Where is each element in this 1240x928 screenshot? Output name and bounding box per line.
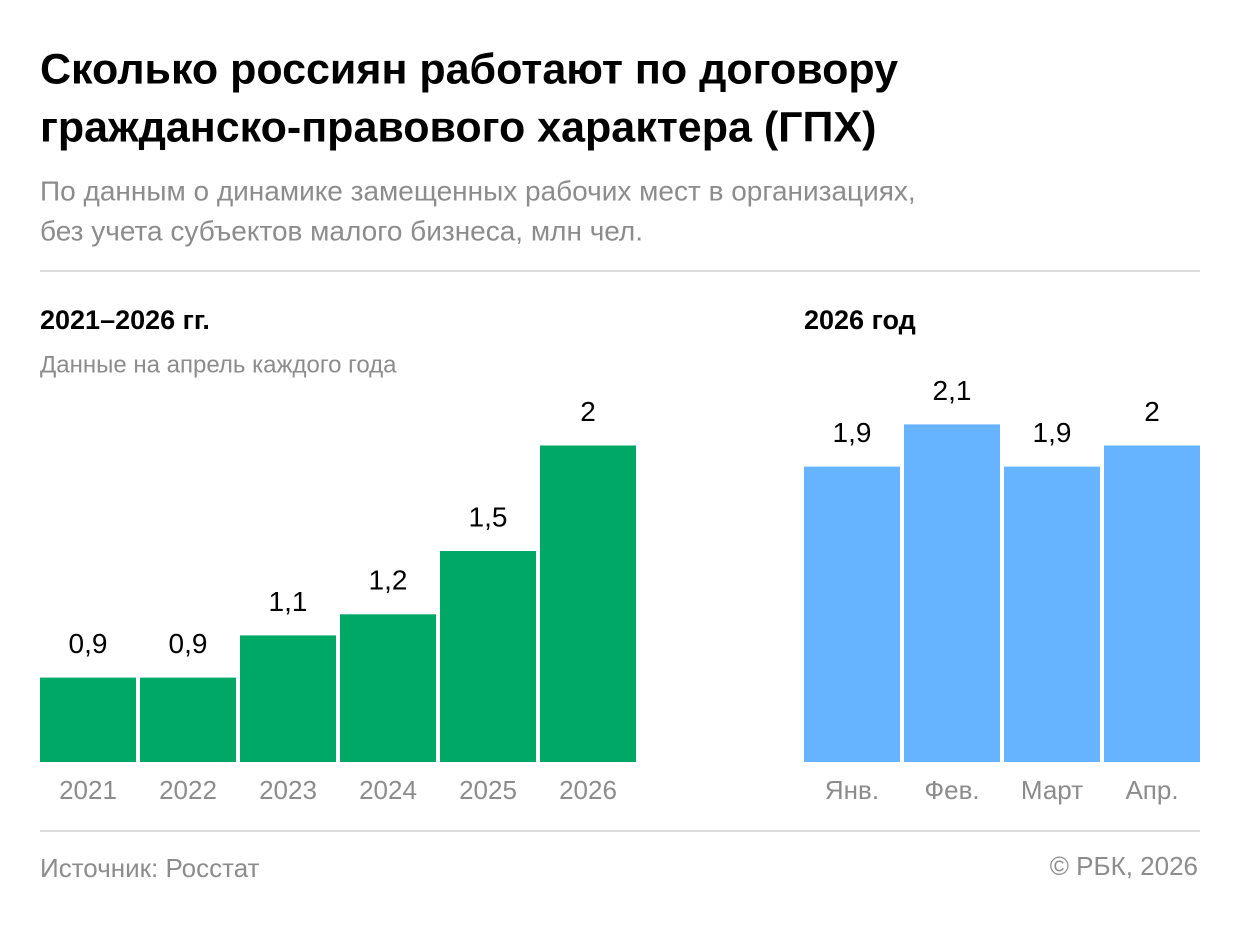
bar: [540, 445, 636, 762]
x-tick-label: 2024: [359, 775, 417, 805]
x-tick-label: Янв.: [825, 775, 879, 805]
chart-title: 2021–2026 гг.: [40, 305, 210, 335]
bar: [1004, 466, 1100, 762]
x-tick-label: Март: [1021, 775, 1083, 805]
bar: [1104, 445, 1200, 762]
x-tick-label: 2026: [559, 775, 617, 805]
x-tick-label: 2022: [159, 775, 217, 805]
value-label: 1,1: [269, 586, 308, 617]
value-label: 0,9: [169, 628, 208, 659]
value-label: 2: [580, 396, 596, 427]
value-label: 2,1: [933, 375, 972, 406]
x-tick-label: 2025: [459, 775, 517, 805]
title-line: Сколько россиян работают по договору: [40, 45, 898, 93]
bar: [904, 424, 1000, 762]
chart-subtitle: Данные на апрель каждого года: [40, 351, 397, 378]
subtitle-line: По данным о динамике замещенных рабочих …: [40, 175, 916, 206]
x-tick-label: 2021: [59, 775, 117, 805]
copyright: © РБК, 2026: [1050, 851, 1198, 881]
bar: [40, 677, 136, 762]
x-tick-label: Апр.: [1125, 775, 1178, 805]
bar: [240, 635, 336, 762]
bar: [440, 551, 536, 762]
subtitle-line: без учета субъектов малого бизнеса, млн …: [40, 215, 643, 246]
title-line: гражданско-правового характера (ГПХ): [40, 103, 876, 151]
x-tick-label: 2023: [259, 775, 317, 805]
source: Источник: Росстат: [40, 853, 260, 883]
bar: [140, 677, 236, 762]
value-label: 1,9: [1033, 417, 1072, 448]
value-label: 2: [1144, 396, 1160, 427]
value-label: 1,9: [833, 417, 872, 448]
bar: [804, 466, 900, 762]
value-label: 1,5: [469, 501, 508, 532]
value-label: 0,9: [69, 628, 108, 659]
x-tick-label: Фев.: [924, 775, 979, 805]
chart-title: 2026 год: [804, 305, 916, 335]
bar: [340, 614, 436, 762]
value-label: 1,2: [369, 565, 408, 596]
